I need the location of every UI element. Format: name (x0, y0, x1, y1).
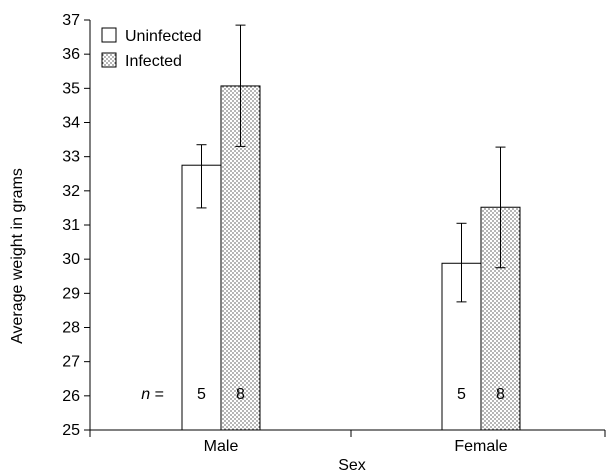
x-axis-title: Sex (338, 457, 366, 473)
y-tick-label: 37 (62, 12, 80, 29)
y-tick-label: 31 (62, 217, 80, 234)
legend-label-uninfected: Uninfected (125, 28, 202, 45)
n-value-label: 5 (457, 386, 466, 403)
legend-label-infected: Infected (125, 53, 182, 70)
legend-swatch-infected (101, 52, 117, 68)
x-tick-label: Female (454, 438, 507, 455)
y-tick-label: 27 (62, 354, 80, 371)
y-tick-label: 25 (62, 422, 80, 439)
y-tick-label: 28 (62, 320, 80, 337)
y-tick-label: 33 (62, 149, 80, 166)
n-value-label: 8 (236, 386, 245, 403)
n-value-label: 5 (197, 386, 206, 403)
legend-swatch-uninfected (101, 27, 117, 43)
y-tick-label: 34 (62, 115, 80, 132)
y-axis-title: Average weight in grams (9, 168, 26, 344)
n-prefix-label: n = (141, 386, 164, 403)
x-tick-label: Male (204, 438, 239, 455)
y-tick-label: 36 (62, 46, 80, 63)
y-tick-label: 29 (62, 285, 80, 302)
y-tick-label: 26 (62, 388, 80, 405)
n-value-label: 8 (496, 386, 505, 403)
y-tick-label: 30 (62, 251, 80, 268)
y-tick-label: 35 (62, 80, 80, 97)
y-tick-label: 32 (62, 183, 80, 200)
